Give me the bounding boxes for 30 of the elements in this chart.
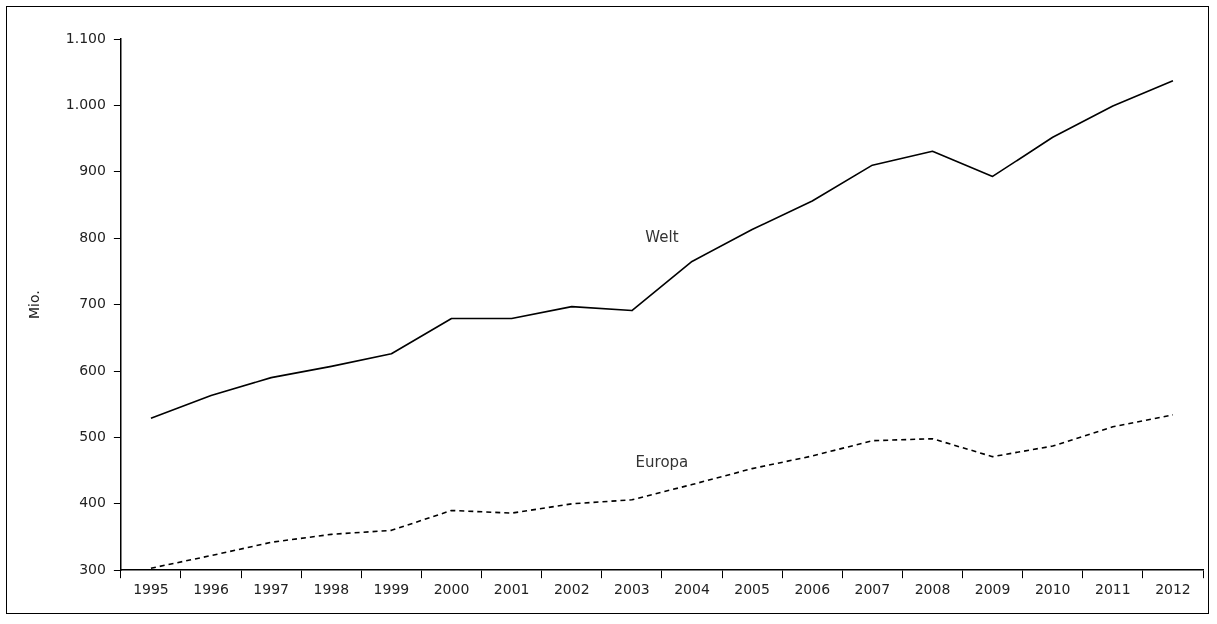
x-tick-label: 1997	[253, 581, 289, 598]
y-axis-title: Mio.	[26, 290, 43, 319]
x-tick-label: 1995	[133, 581, 169, 598]
x-tick-label: 2000	[433, 581, 470, 598]
y-tick-label: 300	[79, 560, 106, 577]
x-tick-label: 2009	[974, 581, 1011, 598]
y-tick-label: 1.100	[65, 29, 106, 46]
x-tick-label: 1998	[313, 581, 350, 598]
x-tick-label: 2003	[614, 581, 650, 598]
y-tick-label: 700	[79, 295, 106, 312]
x-tick-label: 2005	[734, 581, 770, 598]
y-tick-label: 600	[79, 361, 106, 378]
x-tick-label: 2007	[854, 581, 891, 598]
x-tick-label: 2011	[1095, 581, 1131, 598]
x-tick-label: 2002	[553, 581, 590, 598]
x-tick-label: 2012	[1155, 581, 1191, 598]
y-tick-label: 900	[79, 162, 106, 179]
x-tick-label: 1996	[193, 581, 229, 598]
y-tick-label: 1.000	[65, 96, 106, 113]
y-tick-label: 400	[79, 494, 106, 511]
x-tick-label: 2001	[493, 581, 530, 598]
x-tick-label: 2008	[914, 581, 951, 598]
series-label: Welt	[645, 228, 679, 247]
series-label: Europa	[635, 452, 689, 471]
y-tick-label: 800	[79, 228, 106, 245]
y-tick-label: 500	[79, 428, 106, 445]
x-tick-label: 2004	[674, 581, 710, 598]
x-tick-label: 2006	[794, 581, 831, 598]
x-tick-label: 2010	[1034, 581, 1071, 598]
x-tick-label: 1999	[373, 581, 410, 598]
